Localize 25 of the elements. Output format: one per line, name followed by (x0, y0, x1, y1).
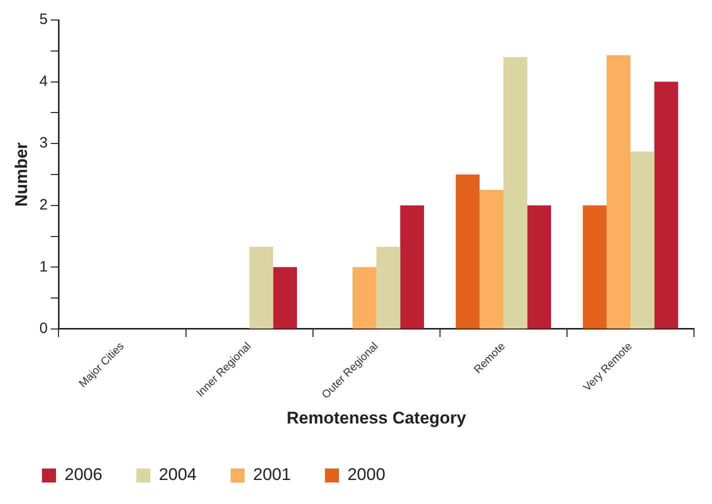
y-tick-label: 5 (39, 11, 48, 28)
bar (654, 82, 678, 328)
y-tick-label: 1 (39, 258, 48, 276)
y-axis-title: Number (12, 142, 31, 207)
y-tick-label: 0 (39, 320, 48, 338)
bar (456, 174, 480, 328)
x-axis-title: Remoteness Category (286, 408, 467, 428)
bar (527, 205, 552, 328)
bar (352, 267, 376, 328)
legend-label: 2000 (347, 465, 386, 484)
bar (273, 267, 297, 328)
y-tick-label: 4 (39, 72, 48, 90)
legend-label: 2001 (253, 465, 291, 484)
bar (376, 246, 400, 328)
bar (400, 205, 424, 328)
y-tick-label: 3 (39, 134, 48, 152)
legend-label: 2004 (158, 465, 197, 484)
bar (606, 55, 630, 328)
y-tick-label: 2 (39, 196, 48, 214)
bar (503, 57, 528, 328)
bar (249, 246, 274, 328)
legend-label: 2006 (64, 465, 102, 484)
bar (630, 152, 654, 328)
bar (480, 190, 504, 328)
bar (582, 205, 607, 328)
